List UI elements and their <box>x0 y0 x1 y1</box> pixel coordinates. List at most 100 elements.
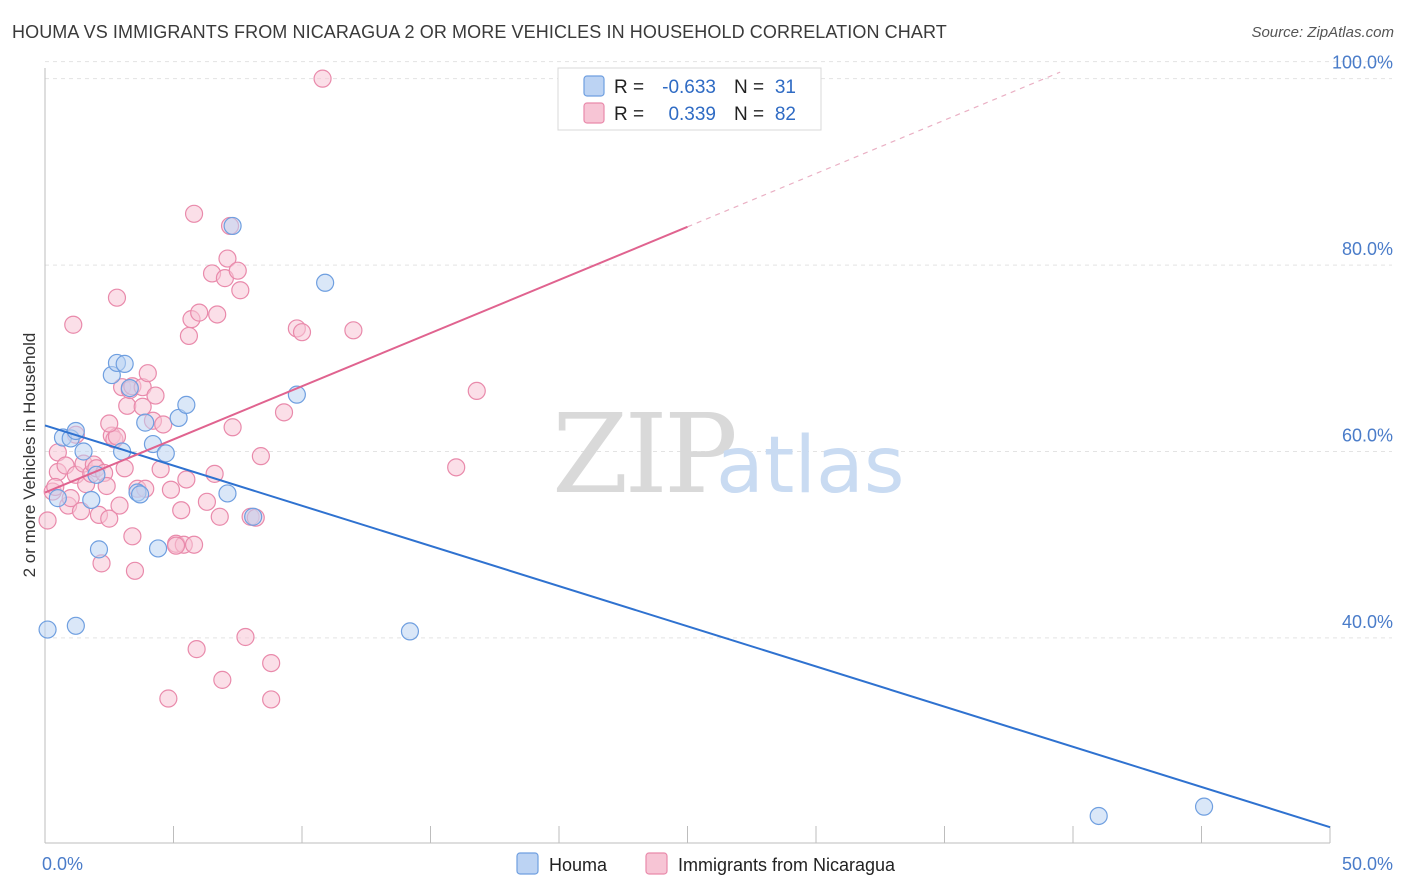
legend-n-label-1: N = <box>734 77 764 98</box>
houma-point <box>66 616 85 635</box>
nicaragua-point <box>251 447 270 466</box>
legend-n-value-1: 31 <box>775 77 796 98</box>
nicaragua-point <box>107 288 127 307</box>
nicaragua-trend-line <box>44 225 688 494</box>
x-tick-label: 50.0% <box>1342 854 1393 874</box>
nicaragua-point <box>447 458 466 477</box>
nicaragua-point <box>197 492 217 511</box>
houma-point <box>82 490 101 510</box>
bottom-legend-label-nicaragua: Immigrants from Nicaragua <box>678 855 896 875</box>
nicaragua-point <box>154 415 173 434</box>
houma-point <box>400 622 420 641</box>
houma-point <box>218 484 237 503</box>
nicaragua-point <box>184 204 204 223</box>
correlation-legend: R = -0.633 N = 31 R = 0.339 N = 82 <box>557 67 822 131</box>
nicaragua-point <box>223 418 242 437</box>
houma-point <box>130 485 150 504</box>
houma-point <box>89 540 109 559</box>
nicaragua-point <box>166 536 186 555</box>
houma-trend-line <box>44 424 1331 829</box>
nicaragua-point <box>236 627 255 647</box>
nicaragua-point <box>159 689 178 708</box>
nicaragua-point <box>313 69 332 88</box>
nicaragua-point <box>100 414 119 433</box>
houma-point <box>48 489 67 508</box>
houma-point <box>74 442 93 461</box>
nicaragua-point <box>123 527 142 546</box>
series-nicaragua-points <box>38 69 486 709</box>
nicaragua-point <box>190 303 209 322</box>
nicaragua-point <box>344 321 363 340</box>
nicaragua-point <box>125 561 145 580</box>
legend-swatch-nicaragua <box>583 102 605 124</box>
nicaragua-point <box>262 653 281 673</box>
x-tick-label: 0.0% <box>42 854 83 874</box>
nicaragua-point <box>231 281 250 300</box>
nicaragua-point <box>177 470 196 489</box>
houma-point <box>136 413 155 432</box>
nicaragua-point <box>218 249 237 268</box>
nicaragua-point <box>210 507 229 526</box>
nicaragua-point <box>467 381 486 401</box>
watermark: ZIP atlas <box>552 390 905 518</box>
nicaragua-point <box>228 261 247 280</box>
houma-point <box>148 539 168 558</box>
series-houma-points <box>38 216 1214 826</box>
houma-point <box>316 273 335 292</box>
nicaragua-point <box>208 305 227 324</box>
y-tick-label: 80.0% <box>1342 239 1393 259</box>
legend-n-value-2: 82 <box>775 104 796 125</box>
y-tick-labels: 40.0% 60.0% 80.0% 100.0% <box>1332 53 1393 632</box>
nicaragua-point <box>118 396 137 415</box>
y-tick-label: 60.0% <box>1342 426 1393 446</box>
legend-r-label-1: R = <box>614 77 644 98</box>
houma-point <box>38 620 57 639</box>
houma-point <box>115 354 134 373</box>
houma-point <box>223 216 242 236</box>
nicaragua-point <box>179 326 199 346</box>
axes <box>44 68 1331 844</box>
houma-point <box>177 395 196 414</box>
nicaragua-point <box>138 364 157 383</box>
nicaragua-point <box>71 502 91 521</box>
nicaragua-point <box>64 315 83 334</box>
legend-r-value-2: 0.339 <box>668 104 716 125</box>
watermark-atlas: atlas <box>716 421 905 511</box>
bottom-legend-swatch-nicaragua <box>645 852 668 875</box>
watermark-zip: ZIP <box>552 390 735 518</box>
nicaragua-point <box>146 386 165 405</box>
legend-r-label-2: R = <box>614 104 644 125</box>
nicaragua-point <box>184 535 204 554</box>
nicaragua-point <box>274 403 294 422</box>
nicaragua-point <box>172 501 191 520</box>
nicaragua-trend-extension <box>687 71 1061 228</box>
nicaragua-point <box>262 690 281 709</box>
bottom-legend-swatch-houma <box>516 852 539 875</box>
houma-point <box>1194 797 1214 816</box>
nicaragua-point <box>100 509 119 528</box>
series-legend: Houma Immigrants from Nicaragua <box>516 852 896 875</box>
legend-swatch-houma <box>583 75 605 97</box>
houma-point <box>244 507 263 526</box>
legend-n-label-2: N = <box>734 104 764 125</box>
nicaragua-point <box>187 640 206 659</box>
chart-title: HOUMA VS IMMIGRANTS FROM NICARAGUA 2 OR … <box>12 22 947 42</box>
houma-point <box>120 379 139 398</box>
y-tick-label: 40.0% <box>1342 612 1393 632</box>
nicaragua-point <box>213 670 232 689</box>
nicaragua-point <box>38 511 57 530</box>
legend-r-value-1: -0.633 <box>662 77 716 98</box>
y-tick-label: 100.0% <box>1332 53 1393 73</box>
nicaragua-point <box>97 476 116 496</box>
houma-point <box>156 444 175 463</box>
y-axis-label: 2 or more Vehicles in Household <box>20 333 39 578</box>
x-tick-labels: 0.0% 50.0% <box>42 854 1393 874</box>
chart-source: Source: ZipAtlas.com <box>1251 24 1394 41</box>
houma-point <box>1089 806 1108 826</box>
nicaragua-point <box>161 480 181 499</box>
nicaragua-point <box>110 496 129 515</box>
trend-lines <box>44 71 1331 829</box>
houma-point <box>66 421 85 441</box>
bottom-legend-label-houma: Houma <box>549 855 608 875</box>
